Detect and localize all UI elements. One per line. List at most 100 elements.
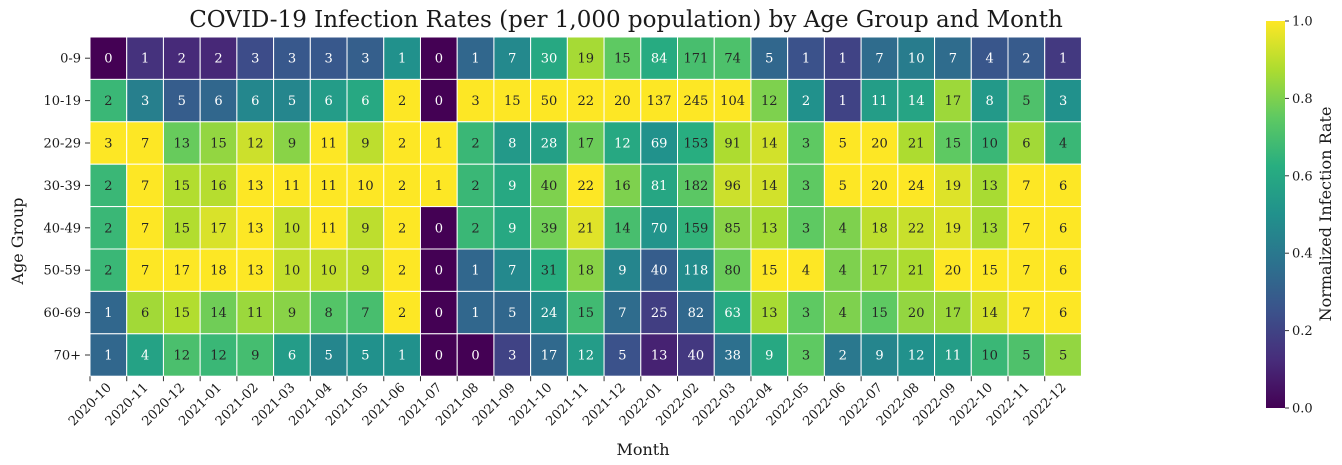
heatmap-cell — [566, 206, 605, 250]
cell-value-label: 2 — [839, 349, 847, 364]
heatmap-cell — [456, 333, 495, 377]
cell-value-label: 0 — [471, 349, 479, 364]
cell-value-label: 1 — [104, 306, 112, 321]
heatmap-cell — [126, 206, 164, 250]
cell-value-label: 1 — [839, 52, 847, 67]
heatmap-cell — [89, 121, 128, 165]
heatmap-cell — [713, 36, 752, 80]
cell-value-label: 39 — [541, 221, 558, 236]
heatmap-cell — [750, 206, 789, 250]
cell-value-label: 28 — [541, 137, 558, 152]
x-tick-labels: 2020-102020-112020-122021-012021-022021-… — [66, 376, 1070, 429]
cell-value-label: 3 — [802, 137, 810, 152]
heatmap-cell — [566, 163, 605, 208]
cell-value-label: 7 — [875, 52, 883, 67]
heatmap-cell — [897, 163, 936, 208]
heatmap-cell — [346, 36, 385, 80]
cell-value-label: 5 — [1022, 94, 1030, 109]
heatmap-cell — [273, 333, 311, 377]
cell-value-label: 5 — [1022, 349, 1030, 364]
heatmap-cell — [236, 333, 275, 377]
heatmap-cell — [383, 78, 421, 123]
cell-value-label: 137 — [647, 94, 672, 109]
heatmap-cell — [273, 163, 311, 208]
heatmap-cell — [860, 78, 899, 123]
cell-value-label: 20 — [908, 306, 925, 321]
cell-value-label: 70 — [651, 221, 668, 236]
heatmap-cell — [162, 248, 201, 292]
cell-value-label: 10 — [357, 179, 374, 194]
cell-value-label: 11 — [247, 306, 264, 321]
heatmap-cell — [823, 163, 862, 208]
heatmap-cell — [823, 78, 862, 123]
cell-value-label: 24 — [541, 306, 558, 321]
heatmap-cell — [897, 206, 936, 250]
heatmap-cell — [1007, 290, 1046, 335]
cell-value-label: 7 — [508, 52, 516, 67]
heatmap-cell — [970, 333, 1009, 377]
cell-value-label: 5 — [288, 94, 296, 109]
heatmap-cell — [787, 248, 825, 292]
cell-value-label: 5 — [508, 306, 516, 321]
cell-value-label: 11 — [320, 221, 337, 236]
heatmap-cell — [199, 78, 238, 123]
cell-value-label: 1 — [471, 264, 479, 279]
cell-value-label: 3 — [361, 52, 369, 67]
y-tick-label: 30-39 — [44, 179, 81, 194]
cell-value-label: 2 — [214, 52, 222, 67]
heatmap-cell — [603, 121, 642, 165]
heatmap-cell — [199, 163, 238, 208]
cell-value-label: 15 — [981, 264, 998, 279]
cell-value-label: 8 — [508, 137, 516, 152]
cell-value-label: 5 — [839, 137, 847, 152]
cell-value-label: 14 — [761, 137, 778, 152]
heatmap-cell — [713, 78, 752, 123]
heatmap-cell — [603, 248, 642, 292]
cell-value-label: 5 — [618, 349, 626, 364]
cell-value-label: 9 — [508, 221, 516, 236]
cell-value-label: 7 — [141, 264, 149, 279]
heatmap-cell — [603, 206, 642, 250]
cell-value-label: 17 — [210, 221, 227, 236]
heatmap-cell — [530, 206, 568, 250]
heatmap-cell — [750, 121, 789, 165]
cell-value-label: 7 — [1022, 179, 1030, 194]
cell-value-label: 5 — [765, 52, 773, 67]
cell-value-label: 24 — [908, 179, 925, 194]
heatmap-cell — [640, 163, 679, 208]
heatmap-cell — [273, 290, 311, 335]
heatmap-cell — [860, 36, 899, 80]
heatmap-cell — [970, 290, 1009, 335]
cell-value-label: 17 — [174, 264, 191, 279]
cell-value-label: 20 — [871, 137, 888, 152]
heatmap-cell — [823, 121, 862, 165]
heatmap-cell — [1007, 248, 1046, 292]
heatmap-cell — [126, 333, 164, 377]
heatmap-cell — [934, 121, 972, 165]
heatmap-cell — [199, 333, 238, 377]
cell-value-label: 17 — [871, 264, 888, 279]
colorbar-tick-label: 0.2 — [1292, 324, 1313, 339]
heatmap-cell — [309, 206, 348, 250]
cell-value-label: 13 — [174, 137, 191, 152]
heatmap-cell — [566, 36, 605, 80]
heatmap-cell — [309, 163, 348, 208]
heatmap-cell — [713, 163, 752, 208]
cell-value-label: 11 — [320, 179, 337, 194]
cell-value-label: 13 — [981, 179, 998, 194]
chart-title: COVID-19 Infection Rates (per 1,000 popu… — [189, 7, 1063, 33]
cell-value-label: 6 — [141, 306, 149, 321]
cell-value-label: 7 — [361, 306, 369, 321]
cell-value-label: 245 — [683, 94, 708, 109]
cell-value-label: 12 — [614, 137, 631, 152]
cell-value-label: 12 — [761, 94, 778, 109]
cell-value-label: 74 — [724, 52, 741, 67]
cell-value-label: 15 — [174, 221, 191, 236]
cell-value-label: 2 — [398, 221, 406, 236]
cell-value-label: 1 — [398, 349, 406, 364]
cell-value-label: 15 — [945, 137, 962, 152]
cell-value-label: 1 — [435, 179, 443, 194]
cell-value-label: 30 — [541, 52, 558, 67]
heatmap-cell — [346, 248, 385, 292]
heatmap-cell — [787, 206, 825, 250]
